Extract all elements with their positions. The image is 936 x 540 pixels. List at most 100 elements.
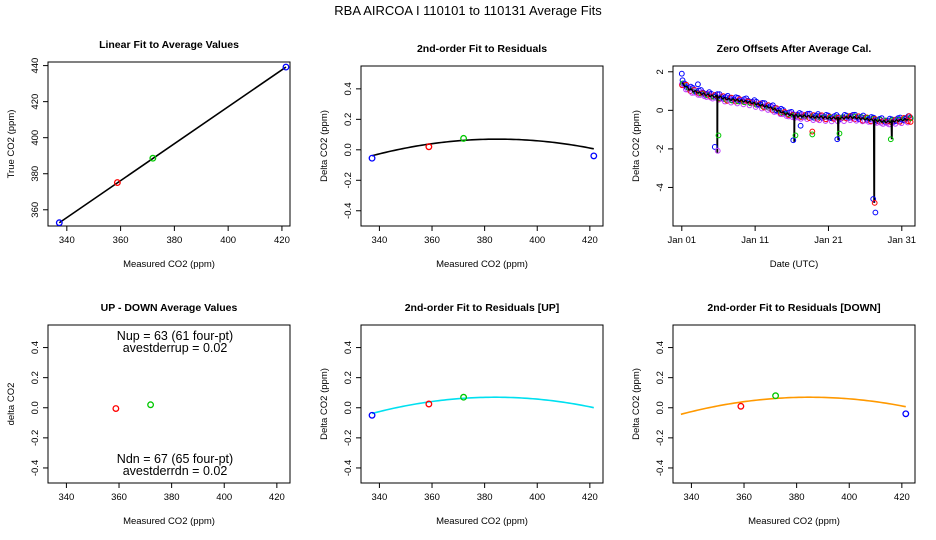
x-tick-label: 380 [166, 235, 182, 246]
data-point [834, 136, 841, 143]
chart-title: 2nd-order Fit to Residuals [DOWN] [707, 302, 880, 314]
data-point [836, 130, 843, 137]
data-point [149, 154, 157, 162]
annotation-avestderrdn: avestderrdn = 0.02 [123, 464, 228, 478]
x-tick-label: 380 [164, 492, 180, 503]
y-tick-label: 0.2 [343, 113, 354, 126]
y-tick-label: 0.2 [655, 371, 666, 384]
data-point [772, 392, 780, 400]
y-tick-label: -0.2 [30, 430, 41, 446]
x-axis-label: Measured CO2 (ppm) [123, 516, 215, 527]
plot-frame [672, 65, 916, 227]
data-point [715, 132, 722, 139]
chart-p2: 2nd-order Fit to Residuals 340 360 380 400 42… [319, 43, 604, 270]
y-axis-label: Delta CO2 (ppm) [631, 110, 642, 182]
chart-p6: 2nd-order Fit to Residuals [DOWN] 340 360 3… [631, 302, 916, 527]
x-axis-label: Measured CO2 (ppm) [123, 259, 215, 270]
plot-frame [672, 324, 916, 484]
plot-frame [360, 324, 604, 484]
chart-title: Zero Offsets After Average Cal. [717, 43, 872, 55]
data-point [282, 63, 290, 71]
y-tick-label: -0.4 [343, 460, 354, 476]
fit-line [58, 66, 287, 224]
data-point [887, 136, 894, 143]
x-axis-label: Measured CO2 (ppm) [436, 516, 528, 527]
x-tick-label: Jan 11 [741, 235, 769, 246]
y-tick-label: -0.4 [30, 460, 41, 476]
x-tick-label: 420 [894, 492, 910, 503]
annotation-nup: Nup = 63 (61 four-pt) [117, 329, 233, 343]
y-tick-label: -0.2 [343, 430, 354, 446]
x-tick-label: 420 [582, 492, 598, 503]
x-tick-label: 340 [371, 492, 387, 503]
x-tick-label: 400 [216, 492, 232, 503]
data-point [737, 402, 745, 410]
y-tick-label: 440 [30, 58, 41, 74]
data-point [460, 393, 468, 401]
plot-area [368, 393, 594, 419]
data-point [55, 219, 63, 226]
y-tick-label: -0.4 [343, 203, 354, 219]
data-point [590, 152, 598, 160]
plot-area [678, 70, 914, 216]
y-tick-label: -4 [655, 183, 666, 191]
x-tick-label: 360 [424, 492, 440, 503]
y-tick-label: 2 [655, 69, 666, 74]
y-axis-label: Delta CO2 (ppm) [319, 368, 330, 440]
y-tick-label: 360 [30, 202, 41, 218]
x-tick-label: 400 [529, 492, 545, 503]
x-tick-label: Jan 21 [814, 235, 843, 246]
chart-title: UP - DOWN Average Values [101, 302, 238, 314]
x-tick-label: 420 [274, 235, 290, 246]
x-tick-label: 340 [58, 492, 74, 503]
x-tick-label: 360 [111, 492, 127, 503]
x-tick-label: 420 [582, 235, 598, 246]
data-point [113, 179, 121, 187]
fit-curve [680, 396, 906, 416]
x-axis-label: Measured CO2 (ppm) [436, 259, 528, 270]
x-axis-label: Measured CO2 (ppm) [748, 516, 840, 527]
y-tick-label: 0.0 [343, 401, 354, 414]
plot-frame [47, 324, 291, 484]
y-tick-label: 0.4 [655, 341, 666, 354]
y-tick-label: 0.4 [30, 341, 41, 354]
data-point [147, 401, 155, 409]
data-point [797, 122, 804, 129]
y-tick-label: 0.0 [343, 143, 354, 156]
x-tick-label: 360 [113, 235, 129, 246]
chart-p4: UP - DOWN Average Values 340 360 380 400 420 -… [6, 302, 291, 527]
data-point [872, 209, 879, 216]
x-tick-label: 360 [424, 235, 440, 246]
x-tick-label: 360 [736, 492, 752, 503]
x-tick-label: 340 [371, 235, 387, 246]
data-point [695, 81, 701, 88]
plot-frame [47, 61, 291, 227]
plot-area [55, 63, 290, 226]
x-tick-label: 340 [59, 235, 75, 246]
y-axis-label: Delta CO2 (ppm) [631, 368, 642, 440]
y-tick-label: 400 [30, 130, 41, 146]
data-point [460, 134, 468, 142]
x-tick-label: 380 [477, 235, 493, 246]
y-tick-label: -0.4 [655, 460, 666, 476]
y-axis-label: delta CO2 [6, 383, 17, 426]
plot-frame [360, 65, 604, 227]
plot-area [112, 401, 155, 412]
data-point [714, 147, 721, 154]
y-tick-label: 420 [30, 94, 41, 110]
chart-title: 2nd-order Fit to Residuals [UP] [405, 302, 560, 314]
data-point [871, 199, 878, 206]
figure-title: RBA AIRCOA I 110101 to 110131 Average Fi… [334, 3, 602, 18]
data-point [112, 405, 120, 412]
annotation-ndn: Ndn = 67 (65 four-pt) [117, 452, 233, 466]
y-tick-label: -0.2 [655, 430, 666, 446]
chart-p1: Linear Fit to Average Values 340 360 380 400… [6, 39, 291, 270]
y-tick-label: -2 [655, 145, 666, 153]
panels-group: Linear Fit to Average Values 340 360 380 400… [6, 39, 916, 527]
fit-curve [371, 396, 594, 415]
data-point [425, 400, 433, 408]
data-point [711, 144, 718, 150]
x-tick-label: 420 [269, 492, 285, 503]
data-point [678, 70, 685, 77]
y-tick-label: 0.0 [655, 401, 666, 414]
